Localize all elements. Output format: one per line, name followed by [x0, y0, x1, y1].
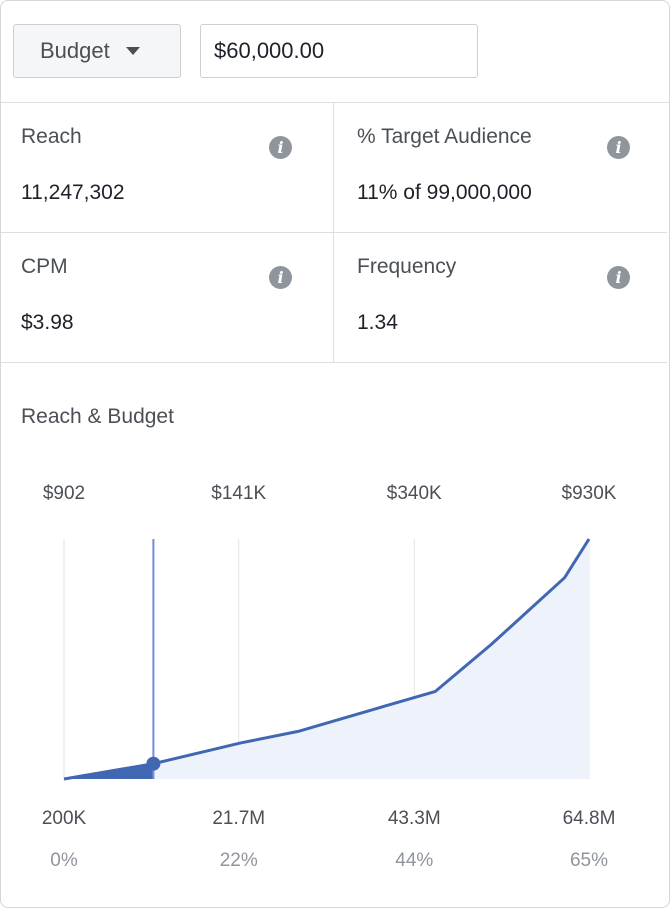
budget-tick-label: $340K — [387, 483, 442, 504]
info-icon[interactable]: i — [269, 266, 292, 289]
percent-tick-label: 22% — [220, 850, 258, 871]
reach-tick-label: 64.8M — [563, 808, 616, 829]
percent-tick-label: 65% — [570, 850, 608, 871]
budget-tick-label: $902 — [43, 483, 85, 504]
budget-controls: Budget — [1, 1, 669, 103]
reach-line — [63, 538, 591, 781]
budget-tick-label: $141K — [211, 483, 266, 504]
metric-title: Reach — [21, 125, 82, 148]
metric-value: 11% of 99,000,000 — [357, 181, 532, 204]
objective-dropdown-label: Budget — [40, 38, 110, 63]
metric-value: 1.34 — [357, 311, 398, 334]
metric-value: 11,247,302 — [21, 181, 125, 204]
percent-tick-label: 0% — [50, 850, 78, 871]
reach-tick-label: 43.3M — [388, 808, 441, 829]
info-icon[interactable]: i — [607, 136, 630, 159]
chart-title: Reach & Budget — [21, 405, 174, 428]
budget-input[interactable] — [200, 24, 478, 78]
reach-budget-chart[interactable]: $902 $141K $340K $930K 200K 0% 21.7M 22% 43.3M 44… — [1, 461, 669, 881]
metric-title: % Target Audience — [357, 125, 532, 148]
selection-handle[interactable] — [146, 756, 161, 771]
metric-cpm: CPM i $3.98 — [1, 233, 334, 363]
metric-frequency: Frequency i 1.34 — [334, 233, 667, 363]
info-icon[interactable]: i — [269, 136, 292, 159]
metric-target-audience: % Target Audience i 11% of 99,000,000 — [334, 103, 667, 233]
metric-value: $3.98 — [21, 311, 74, 334]
objective-dropdown[interactable]: Budget — [13, 24, 181, 78]
reach-area — [64, 539, 589, 779]
reach-tick-label: 200K — [42, 808, 87, 829]
metric-reach: Reach i 11,247,302 — [1, 103, 334, 233]
metric-title: Frequency — [357, 255, 457, 278]
reach-tick-label: 21.7M — [212, 808, 265, 829]
metrics-grid: Reach i 11,247,302 % Target Audience i 1… — [1, 103, 669, 363]
metric-title: CPM — [21, 255, 68, 278]
info-icon[interactable]: i — [607, 266, 630, 289]
percent-tick-label: 44% — [395, 850, 433, 871]
budget-tick-label: $930K — [562, 483, 617, 504]
caret-down-icon — [125, 47, 140, 55]
